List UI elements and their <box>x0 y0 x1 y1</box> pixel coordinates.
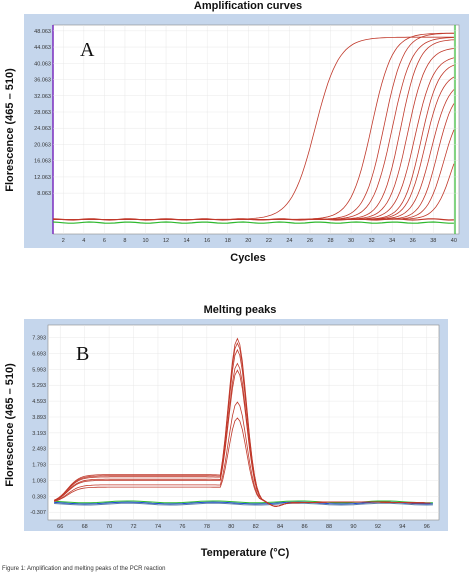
chart-amplification: Amplification curves 2 4 6 8 10 12 14 16 18 20 22 2… <box>4 0 469 264</box>
chart-b-x-label: Temperature (°C) <box>201 547 290 559</box>
chart-a-x-tick-label: 16 <box>204 238 210 244</box>
chart-b-x-tick-label: 92 <box>375 524 381 530</box>
chart-a-y-tick-label: 12.063 <box>34 175 51 181</box>
chart-b-x-ticks: 66 68 70 72 74 76 78 80 82 84 86 88 90 92 94 96 <box>57 524 430 530</box>
chart-b-x-tick-label: 72 <box>130 524 136 530</box>
chart-b-y-tick-label: 3.893 <box>32 415 46 421</box>
chart-melting: Melting peaks 66 68 70 72 74 76 78 80 82 84 86 88 90… <box>4 304 448 559</box>
chart-a-x-tick-label: 40 <box>451 238 457 244</box>
chart-a-x-tick-label: 36 <box>410 238 416 244</box>
chart-b-x-tick-label: 82 <box>253 524 259 530</box>
chart-a-x-tick-label: 6 <box>103 238 106 244</box>
chart-a-x-ticks: 2 4 6 8 10 12 14 16 18 20 22 24 26 28 30 32 34 36 38 40 <box>62 238 457 244</box>
chart-a-x-tick-label: 4 <box>82 238 85 244</box>
chart-b-x-tick-label: 90 <box>350 524 356 530</box>
chart-a-x-tick-label: 30 <box>348 238 354 244</box>
chart-a-y-label: Florescence (465 – 510) <box>4 68 16 192</box>
chart-a-x-tick-label: 2 <box>62 238 65 244</box>
figure-caption: Figure 1: Amplification and melting peak… <box>2 566 165 572</box>
chart-b-baseline-series <box>54 501 433 505</box>
chart-b-x-tick-label: 68 <box>82 524 88 530</box>
chart-a-panel-label: A <box>80 39 95 61</box>
chart-a-y-ticks: 8.063 12.063 16.063 20.063 24.063 28.063 32.06… <box>34 29 51 197</box>
chart-a-y-tick-label: 16.063 <box>34 159 51 165</box>
chart-a-x-tick-label: 32 <box>369 238 375 244</box>
chart-b-x-tick-label: 78 <box>204 524 210 530</box>
chart-b-panel-label: B <box>76 343 89 365</box>
chart-b-x-tick-label: 96 <box>424 524 430 530</box>
chart-b-y-tick-label: 5.993 <box>32 367 46 373</box>
chart-a-x-tick-label: 12 <box>163 238 169 244</box>
chart-b-y-label: Florescence (465 – 510) <box>4 363 16 487</box>
chart-b-curves <box>53 337 433 507</box>
chart-b-y-tick-label: 0.393 <box>32 494 46 500</box>
chart-a-x-tick-label: 8 <box>123 238 126 244</box>
chart-b-baseline-series <box>54 502 433 506</box>
chart-a-x-tick-label: 14 <box>184 238 190 244</box>
chart-a-x-label: Cycles <box>230 252 265 264</box>
chart-b-y-tick-label: 1.093 <box>32 478 46 484</box>
chart-b-y-tick-label: 5.293 <box>32 383 46 389</box>
chart-a-y-tick-label: 32.063 <box>34 94 51 100</box>
chart-b-title: Melting peaks <box>204 304 277 316</box>
chart-a-x-tick-label: 34 <box>389 238 395 244</box>
chart-a-x-tick-label: 18 <box>225 238 231 244</box>
chart-b-melting-curve <box>53 417 431 507</box>
chart-a-y-tick-label: 44.063 <box>34 45 51 51</box>
chart-a-x-tick-label: 24 <box>286 238 292 244</box>
chart-a-x-tick-label: 20 <box>245 238 251 244</box>
chart-a-x-tick-label: 28 <box>327 238 333 244</box>
chart-a-y-tick-label: 20.063 <box>34 142 51 148</box>
chart-b-baseline-series <box>54 500 433 504</box>
chart-a-x-tick-label: 38 <box>430 238 436 244</box>
chart-a-y-tick-label: 8.063 <box>37 191 51 197</box>
chart-b-y-tick-label: 7.393 <box>32 336 46 342</box>
chart-b-x-tick-label: 94 <box>399 524 405 530</box>
chart-a-y-tick-label: 40.063 <box>34 61 51 67</box>
chart-b-x-tick-label: 80 <box>228 524 234 530</box>
chart-a-title: Amplification curves <box>194 0 302 12</box>
chart-b-y-tick-label: 1.793 <box>32 463 46 469</box>
chart-a-x-tick-label: 22 <box>266 238 272 244</box>
chart-b-x-tick-label: 66 <box>57 524 63 530</box>
chart-b-y-tick-label: 4.593 <box>32 399 46 405</box>
chart-b-x-tick-label: 70 <box>106 524 112 530</box>
chart-b-x-tick-label: 86 <box>302 524 308 530</box>
chart-b-x-tick-label: 88 <box>326 524 332 530</box>
chart-b-x-tick-label: 74 <box>155 524 161 530</box>
chart-a-curves <box>52 32 455 224</box>
chart-a-y-tick-label: 48.063 <box>34 29 51 35</box>
chart-a-y-tick-label: 36.063 <box>34 78 51 84</box>
chart-a-x-tick-label: 26 <box>307 238 313 244</box>
chart-a-plot-area <box>52 24 460 235</box>
chart-b-y-tick-label: 2.493 <box>32 447 46 453</box>
chart-b-x-tick-label: 84 <box>277 524 283 530</box>
chart-a-amplification-curve <box>53 163 455 220</box>
chart-b-y-tick-label: 3.193 <box>32 431 46 437</box>
chart-a-baseline-series <box>52 221 454 224</box>
chart-a-y-tick-label: 24.063 <box>34 126 51 132</box>
chart-a-x-tick-label: 10 <box>142 238 148 244</box>
chart-b-y-ticks: -0.307 0.393 1.093 1.793 2.493 3.193 3.893 4.59… <box>30 336 46 517</box>
chart-b-x-tick-label: 76 <box>179 524 185 530</box>
chart-b-y-tick-label: 6.693 <box>32 352 46 358</box>
chart-a-y-tick-label: 28.063 <box>34 110 51 116</box>
chart-a-gridlines <box>53 25 459 234</box>
chart-b-y-tick-label: -0.307 <box>30 510 46 516</box>
